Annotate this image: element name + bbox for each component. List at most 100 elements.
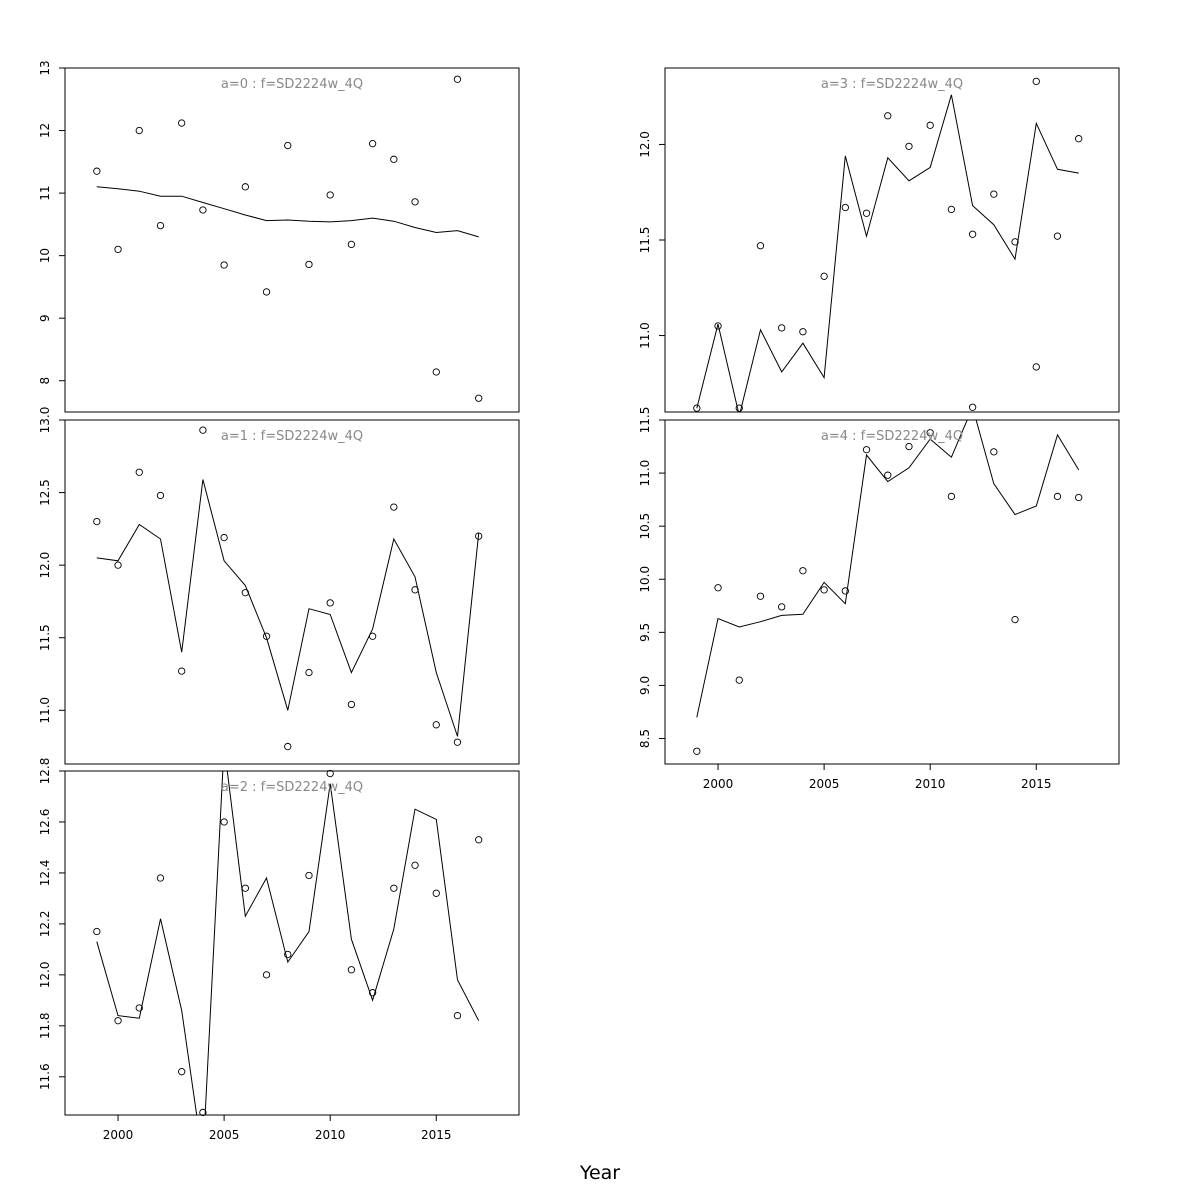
data-point <box>926 429 934 437</box>
data-point <box>714 322 722 330</box>
panel-label: a=3 : f=SD2224w_4Q <box>821 77 963 92</box>
data-point <box>799 567 807 575</box>
data-point <box>220 261 228 269</box>
data-point <box>947 205 956 214</box>
data-point <box>1011 615 1019 624</box>
y-tick-label: 13.0 <box>38 407 52 434</box>
y-tick-label: 11.5 <box>638 227 652 254</box>
data-point <box>432 889 440 897</box>
data-point <box>156 221 165 230</box>
data-point <box>947 492 956 501</box>
panel-3: 11.0 11.5 12.0 a=3 : f=SD2224w_4Q <box>638 67 1120 413</box>
fitted-line <box>96 479 480 737</box>
data-point <box>220 818 228 826</box>
y-tick-label: 12.8 <box>38 758 52 785</box>
x-tick-label: 2010 <box>315 1128 346 1142</box>
x-tick-label: 2000 <box>103 1128 134 1142</box>
data-point <box>735 676 743 684</box>
x-tick-label: 2000 <box>703 777 734 791</box>
data-point <box>475 836 483 844</box>
y-tick-label: 12.6 <box>38 809 52 836</box>
data-point <box>368 140 377 148</box>
fitted-line <box>696 420 1080 718</box>
data-point <box>347 966 356 974</box>
data-point <box>841 587 849 595</box>
x-tick-label: 2005 <box>809 777 840 791</box>
fitted-line <box>696 94 1079 412</box>
panel-label: a=4 : f=SD2224w_4Q <box>821 429 963 444</box>
data-point <box>262 632 271 640</box>
data-point <box>93 517 101 526</box>
data-point <box>178 1068 186 1076</box>
data-point <box>199 1108 207 1117</box>
data-point <box>968 403 977 411</box>
panel-2: 11.6 11.8 12.0 12.2 12.4 12.6 12.8 2000 2005 2010… <box>38 758 520 1142</box>
data-point <box>862 446 871 454</box>
data-point <box>347 700 356 709</box>
data-point <box>220 533 228 542</box>
data-point <box>475 394 483 402</box>
observed-points <box>93 75 483 402</box>
x-axis-title: Year <box>579 1162 620 1184</box>
y-tick-label: 9 <box>38 314 52 322</box>
data-point <box>799 328 807 336</box>
y-axis: 11.6 11.8 12.0 12.2 12.4 12.6 12.8 <box>38 758 65 1090</box>
data-point <box>693 747 701 755</box>
data-point <box>884 471 892 479</box>
y-tick-label: 11.0 <box>638 322 652 349</box>
data-point <box>820 272 828 280</box>
data-point <box>1053 492 1062 501</box>
data-point <box>1032 77 1040 86</box>
data-point <box>905 142 913 151</box>
data-point <box>284 950 292 959</box>
y-axis: 8 9 10 11 12 13 <box>38 60 65 385</box>
y-tick-label: 12.0 <box>638 131 652 158</box>
data-point <box>135 126 143 135</box>
data-point <box>368 632 377 640</box>
data-point <box>756 242 765 250</box>
panel-label: a=0 : f=SD2224w_4Q <box>221 77 363 92</box>
data-point <box>411 586 419 594</box>
data-point <box>905 442 913 451</box>
data-point <box>241 589 249 597</box>
y-tick-label: 9.0 <box>638 676 652 695</box>
panels: 8 9 10 11 12 13 a=0 : f=SD2224w_4Q 11.0 11.5 12.0… <box>38 60 1120 1142</box>
panel-4: 8.5 9.0 9.5 10.0 10.5 11.0 11.5 2000 2005 2010 201… <box>638 363 1120 791</box>
y-tick-label: 8 <box>38 377 52 385</box>
data-point <box>326 191 334 199</box>
data-point <box>411 198 419 206</box>
panel-0: 8 9 10 11 12 13 a=0 : f=SD2224w_4Q <box>38 60 520 413</box>
data-point <box>1075 135 1083 143</box>
observed-points <box>693 77 1083 412</box>
data-point <box>241 884 249 892</box>
data-point <box>453 75 462 83</box>
data-point <box>432 368 440 376</box>
data-point <box>390 503 398 511</box>
data-point <box>93 927 101 936</box>
data-point <box>305 260 313 269</box>
data-point <box>475 532 483 540</box>
data-point <box>114 1017 122 1025</box>
plot-frame <box>664 67 1120 413</box>
data-point <box>735 404 743 412</box>
data-point <box>347 240 356 249</box>
data-point <box>411 861 419 869</box>
data-point <box>199 206 207 214</box>
y-tick-label: 12.5 <box>38 479 52 506</box>
data-point <box>1032 363 1040 371</box>
fitted-line <box>96 771 480 1115</box>
y-tick-label: 12.0 <box>38 961 52 988</box>
data-point <box>135 1004 143 1012</box>
panel-label: a=2 : f=SD2224w_4Q <box>221 780 363 795</box>
data-point <box>884 112 892 120</box>
y-tick-label: 10.5 <box>638 513 652 540</box>
data-point <box>199 426 207 434</box>
y-tick-label: 9.5 <box>638 623 652 642</box>
y-tick-label: 11.5 <box>38 624 52 651</box>
data-point <box>1075 493 1083 502</box>
y-tick-label: 12.4 <box>38 860 52 887</box>
data-point <box>453 738 462 746</box>
y-tick-label: 8.5 <box>638 729 652 748</box>
y-tick-label: 10.0 <box>638 566 652 593</box>
